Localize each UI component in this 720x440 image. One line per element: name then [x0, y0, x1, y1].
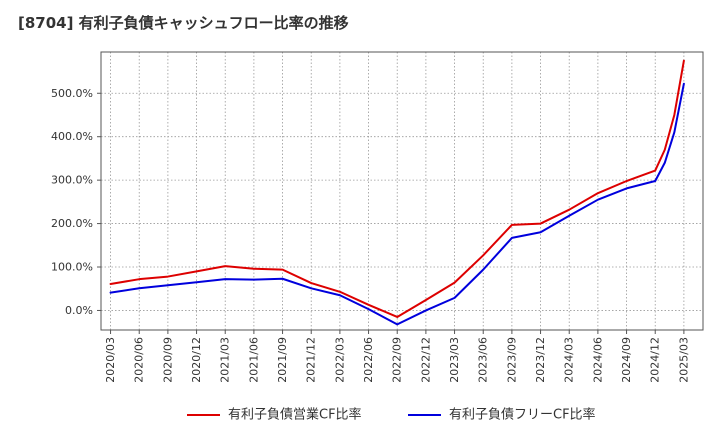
x-tick-label: 2022/03: [333, 337, 346, 383]
legend-label-1: 有利子負債営業CF比率: [228, 407, 362, 423]
x-tick-label: 2023/03: [448, 337, 461, 383]
x-tick-label: 2021/03: [219, 337, 232, 383]
axis-layer: 2020/03 2020/06 2020/09 2020/12 2021/03 2021/…: [51, 87, 690, 383]
x-tick-label: 2020/06: [133, 337, 146, 383]
y-tick-label: 0.0%: [65, 304, 93, 317]
x-tick-label: 2024/06: [591, 337, 604, 383]
y-tick-label: 100.0%: [51, 261, 93, 274]
series-layer: [109, 59, 685, 326]
legend-label-2: 有利子負債フリーCF比率: [449, 407, 596, 423]
grid-layer: [101, 52, 703, 330]
y-tick-label: 400.0%: [51, 130, 93, 143]
x-tick-label: 2025/03: [677, 337, 690, 383]
x-tick-label: 2024/03: [563, 337, 576, 383]
x-tick-label: 2021/09: [276, 337, 289, 383]
y-tick-label: 500.0%: [51, 87, 93, 100]
y-tick-label: 200.0%: [51, 217, 93, 230]
series-line-1: [109, 59, 685, 318]
plot-frame: [100, 51, 704, 331]
x-tick-label: 2023/06: [477, 337, 490, 383]
x-tick-label: 2022/09: [391, 337, 404, 383]
x-tick-label: 2024/09: [620, 337, 633, 383]
chart-title: [8704] 有利子負債キャッシュフロー比率の推移: [18, 14, 349, 32]
x-tick-label: 2023/12: [534, 337, 547, 383]
x-tick-label: 2022/06: [362, 337, 375, 383]
x-tick-label: 2022/12: [419, 337, 432, 383]
y-tick-label: 300.0%: [51, 174, 93, 187]
x-tick-label: 2021/06: [247, 337, 260, 383]
x-tick-label: 2020/12: [190, 337, 203, 383]
series-line-2: [109, 82, 685, 326]
legend: 有利子負債営業CF比率 有利子負債フリーCF比率: [187, 407, 596, 423]
x-tick-label: 2021/12: [305, 337, 318, 383]
x-tick-label: 2023/09: [505, 337, 518, 383]
x-tick-label: 2020/09: [161, 337, 174, 383]
x-tick-label: 2024/12: [649, 337, 662, 383]
x-tick-label: 2020/03: [104, 337, 117, 383]
